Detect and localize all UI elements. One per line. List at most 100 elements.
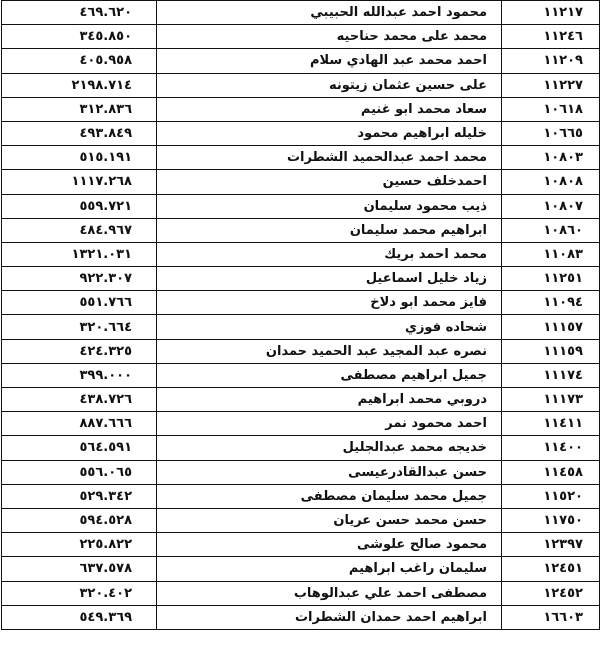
table-row: ١١٢٢٧ على حسين عثمان زيتونه ٢١٩٨.٧١٤: [1, 72, 600, 98]
records-table: ١١٢١٧ محمود احمد عبدالله الحبيبي ٤٦٩.٦٢٠ ١١…: [1, 0, 600, 630]
id-cell: ١١٢١٧: [501, 0, 600, 26]
id-cell: ١١٢٠٩: [501, 48, 600, 74]
name-cell: نصره عبد المجيد عبد الحميد حمدان: [156, 338, 502, 364]
amount-cell: ٥٤٩.٣٦٩: [1, 604, 157, 630]
amount-cell: ٢٢٥.٨٢٢: [1, 532, 157, 558]
amount-cell: ٥١٥.١٩١: [1, 145, 157, 171]
amount-cell: ٤٢٤.٣٢٥: [1, 338, 157, 364]
amount-cell: ٤٠٥.٩٥٨: [1, 48, 157, 74]
amount-cell: ٣١٢.٨٣٦: [1, 96, 157, 122]
id-cell: ١١١٥٩: [501, 338, 600, 364]
id-cell: ١٢٤٥٢: [501, 580, 600, 606]
name-cell: محمد احمد بريك: [156, 241, 502, 268]
amount-cell: ٣٢٠.٦٦٤: [1, 314, 157, 340]
table-row: ١١٢٤٦ محمد على محمد حناحيه ٣٤٥.٨٥٠: [1, 24, 600, 50]
table-row: ١١٠٩٤ فايز محمد ابو دلاخ ٥٥١.٧٦٦: [1, 290, 600, 316]
table-row: ١٢٤٥١ سليمان راغب ابراهيم ٦٣٧.٥٧٨: [1, 556, 600, 582]
id-cell: ١١٥٢٠: [501, 483, 600, 509]
amount-cell: ٢١٩٨.٧١٤: [1, 72, 157, 98]
name-cell: على حسين عثمان زيتونه: [156, 72, 502, 98]
name-cell: خديجه محمد عبدالجليل: [156, 435, 502, 461]
table-row: ١١٤١١ احمد محمود نمر ٨٨٧.٦٦٦: [1, 411, 600, 437]
id-cell: ١١٠٨٣: [501, 241, 600, 268]
name-cell: حسن عبدالقادرعيسى: [156, 459, 502, 485]
name-cell: محمد احمد عبدالحميد الشطرات: [156, 145, 502, 171]
amount-cell: ١١١٧.٢٦٨: [1, 169, 157, 195]
id-cell: ١١١٥٧: [501, 314, 600, 340]
amount-cell: ١٣٢١.٠٣١: [1, 241, 157, 268]
id-cell: ١٢٣٩٧: [501, 532, 600, 558]
name-cell: سعاد محمد ابو غنيم: [156, 96, 502, 122]
id-cell: ١١٤٥٨: [501, 459, 600, 485]
name-cell: محمود صالح علوشى: [156, 532, 502, 558]
table-row: ١١١٥٩ نصره عبد المجيد عبد الحميد حمدان ٤٢٤…: [1, 338, 600, 364]
table-row: ١٠٦١٨ سعاد محمد ابو غنيم ٣١٢.٨٣٦: [1, 96, 600, 122]
name-cell: جميل ابراهيم مصطفى: [156, 362, 502, 389]
table-row: ١١٢١٧ محمود احمد عبدالله الحبيبي ٤٦٩.٦٢٠: [1, 0, 600, 26]
amount-cell: ٥٥١.٧٦٦: [1, 290, 157, 316]
name-cell: حسن محمد حسن عريان: [156, 507, 502, 534]
name-cell: ابراهيم احمد حمدان الشطرات: [156, 604, 502, 630]
id-cell: ١٠٨٠٣: [501, 145, 600, 171]
table-row: ١٠٨٠٣ محمد احمد عبدالحميد الشطرات ٥١٥.١٩١: [1, 145, 600, 171]
table-row: ١١٤٠٠ خديجه محمد عبدالجليل ٥٦٤.٥٩١: [1, 435, 600, 461]
name-cell: محمود احمد عبدالله الحبيبي: [156, 0, 502, 26]
id-cell: ١٠٦١٨: [501, 96, 600, 122]
amount-cell: ٣٢٠.٤٠٢: [1, 580, 157, 606]
amount-cell: ٥٦٤.٥٩١: [1, 435, 157, 461]
name-cell: ذيب محمود سليمان: [156, 193, 502, 219]
amount-cell: ٤٣٨.٧٢٦: [1, 386, 157, 413]
name-cell: جميل محمد سليمان مصطفى: [156, 483, 502, 509]
id-cell: ١١٠٩٤: [501, 290, 600, 316]
table-row: ١١٤٥٨ حسن عبدالقادرعيسى ٥٥٦.٠٦٥: [1, 459, 600, 485]
amount-cell: ٤٩٣.٨٤٩: [1, 120, 157, 147]
name-cell: فايز محمد ابو دلاخ: [156, 290, 502, 316]
table-row: ١٠٦٦٥ خليله ابراهيم محمود ٤٩٣.٨٤٩: [1, 120, 600, 147]
name-cell: احمد محمود نمر: [156, 411, 502, 437]
id-cell: ١٦٦٠٣: [501, 604, 600, 630]
amount-cell: ٤٦٩.٦٢٠: [1, 0, 157, 26]
table-row: ١٢٤٥٢ مصطفى احمد علي عبدالوهاب ٣٢٠.٤٠٢: [1, 580, 600, 606]
amount-cell: ٨٨٧.٦٦٦: [1, 411, 157, 437]
table-row: ١٦٦٠٣ ابراهيم احمد حمدان الشطرات ٥٤٩.٣٦٩: [1, 604, 600, 630]
table-row: ١١١٧٣ دروبي محمد ابراهيم ٤٣٨.٧٢٦: [1, 386, 600, 413]
table-row: ١١٧٥٠ حسن محمد حسن عريان ٥٩٤.٥٢٨: [1, 507, 600, 534]
table-row: ١٠٨٠٧ ذيب محمود سليمان ٥٥٩.٧٢١: [1, 193, 600, 219]
name-cell: شحاده فوزي: [156, 314, 502, 340]
amount-cell: ٥٥٩.٧٢١: [1, 193, 157, 219]
table-row: ١٠٨٠٨ احمدخلف حسين ١١١٧.٢٦٨: [1, 169, 600, 195]
amount-cell: ٣٩٩.٠٠٠: [1, 362, 157, 389]
id-cell: ١١٢٥١: [501, 266, 600, 292]
name-cell: احمد محمد عبد الهادي سلام: [156, 48, 502, 74]
amount-cell: ٤٨٤.٩٦٧: [1, 217, 157, 243]
table-row: ١١٢٥١ زياد خليل اسماعيل ٩٢٢.٣٠٧: [1, 266, 600, 292]
id-cell: ١١٧٥٠: [501, 507, 600, 534]
id-cell: ١١٢٢٧: [501, 72, 600, 98]
table-row: ١٠٨٦٠ ابراهيم محمد سليمان ٤٨٤.٩٦٧: [1, 217, 600, 243]
name-cell: احمدخلف حسين: [156, 169, 502, 195]
name-cell: سليمان راغب ابراهيم: [156, 556, 502, 582]
id-cell: ١٠٨٦٠: [501, 217, 600, 243]
amount-cell: ٦٣٧.٥٧٨: [1, 556, 157, 582]
name-cell: مصطفى احمد علي عبدالوهاب: [156, 580, 502, 606]
table-row: ١١١٧٤ جميل ابراهيم مصطفى ٣٩٩.٠٠٠: [1, 362, 600, 389]
table-row: ١١٢٠٩ احمد محمد عبد الهادي سلام ٤٠٥.٩٥٨: [1, 48, 600, 74]
id-cell: ١٠٨٠٧: [501, 193, 600, 219]
id-cell: ١١٤٠٠: [501, 435, 600, 461]
amount-cell: ٥٢٩.٣٤٢: [1, 483, 157, 509]
table-row: ١٢٣٩٧ محمود صالح علوشى ٢٢٥.٨٢٢: [1, 532, 600, 558]
amount-cell: ٥٩٤.٥٢٨: [1, 507, 157, 534]
name-cell: محمد على محمد حناحيه: [156, 24, 502, 50]
amount-cell: ٥٥٦.٠٦٥: [1, 459, 157, 485]
id-cell: ١٠٦٦٥: [501, 120, 600, 147]
id-cell: ١١٤١١: [501, 411, 600, 437]
table-row: ١١١٥٧ شحاده فوزي ٣٢٠.٦٦٤: [1, 314, 600, 340]
table-row: ١١٥٢٠ جميل محمد سليمان مصطفى ٥٢٩.٣٤٢: [1, 483, 600, 509]
id-cell: ١١١٧٤: [501, 362, 600, 389]
name-cell: ابراهيم محمد سليمان: [156, 217, 502, 243]
name-cell: زياد خليل اسماعيل: [156, 266, 502, 292]
name-cell: دروبي محمد ابراهيم: [156, 386, 502, 413]
amount-cell: ٩٢٢.٣٠٧: [1, 266, 157, 292]
id-cell: ١١٢٤٦: [501, 24, 600, 50]
